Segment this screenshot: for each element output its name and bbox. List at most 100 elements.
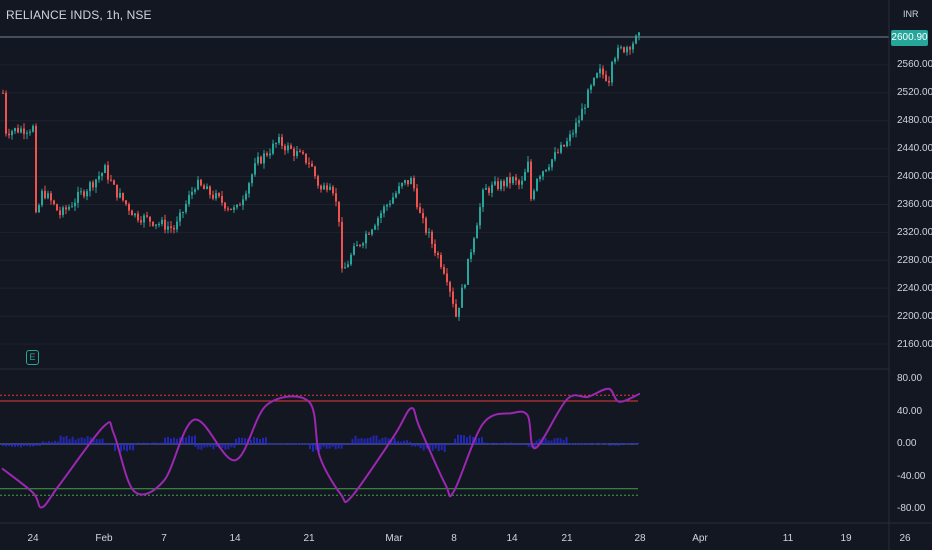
histogram-bar xyxy=(167,436,169,444)
candle-body xyxy=(290,145,292,149)
histogram-bar xyxy=(206,444,209,448)
histogram-bar xyxy=(200,444,203,450)
histogram-bar xyxy=(593,443,596,445)
histogram-bar xyxy=(400,441,402,444)
candle-body xyxy=(110,179,112,181)
histogram-bar xyxy=(68,439,71,444)
histogram-bar xyxy=(104,444,106,445)
histogram-bar xyxy=(176,438,178,444)
histogram-bar xyxy=(454,438,456,444)
candle-body xyxy=(20,128,22,133)
candle-body xyxy=(44,190,46,199)
candle-body xyxy=(65,207,67,210)
candle-body xyxy=(212,194,214,199)
histogram-bar xyxy=(369,437,372,444)
candle-body xyxy=(95,179,97,188)
histogram-bar xyxy=(394,440,396,444)
candle-body xyxy=(272,143,274,154)
candle-body xyxy=(449,282,451,292)
histogram-bar xyxy=(582,443,584,445)
candle-body xyxy=(230,208,232,210)
histogram-bar xyxy=(20,444,22,448)
candle-body xyxy=(218,193,220,197)
histogram-bar xyxy=(573,443,575,445)
oscillator-tick-label: -80.00 xyxy=(897,503,926,514)
histogram-bar xyxy=(625,443,628,445)
histogram-bar xyxy=(233,444,236,448)
histogram-bar xyxy=(363,438,366,444)
histogram-bar xyxy=(41,441,44,444)
histogram-bar xyxy=(164,437,166,444)
time-tick-label: 8 xyxy=(451,533,457,544)
candle-body xyxy=(611,61,613,83)
candle-body xyxy=(137,213,139,221)
histogram-bar xyxy=(275,443,278,445)
earnings-icon[interactable]: E xyxy=(26,350,39,365)
candle-body xyxy=(446,273,448,283)
candle-body xyxy=(311,163,313,167)
histogram-bar xyxy=(203,444,206,448)
candle-body xyxy=(410,177,412,185)
histogram-bar xyxy=(269,443,272,445)
histogram-bar xyxy=(299,443,302,445)
candle-body xyxy=(362,243,364,246)
candle-body xyxy=(80,191,82,193)
candle-body xyxy=(638,32,640,36)
histogram-bar xyxy=(334,444,337,450)
candle-body xyxy=(263,153,265,164)
oscillator-tick-label: 0.00 xyxy=(897,438,917,449)
histogram-bar xyxy=(419,444,422,449)
histogram-bar xyxy=(319,444,322,450)
symbol-title[interactable]: RELIANCE INDS, 1h, NSE xyxy=(6,8,152,22)
histogram-bar xyxy=(155,442,157,444)
candle-body xyxy=(503,181,505,187)
histogram-bar xyxy=(29,444,31,447)
histogram-bar xyxy=(340,444,343,445)
histogram-bar xyxy=(33,444,35,446)
histogram-bar xyxy=(71,436,74,444)
candle-body xyxy=(593,77,595,86)
price-tick-label: 2200.00 xyxy=(897,311,932,322)
candle-body xyxy=(509,177,511,184)
histogram-bar xyxy=(188,435,190,444)
candle-body xyxy=(626,47,628,53)
histogram-bar xyxy=(137,442,139,444)
histogram-bar xyxy=(256,438,258,444)
histogram-bar xyxy=(305,443,308,445)
candle-body xyxy=(227,208,229,210)
candle-body xyxy=(188,195,190,204)
histogram-bar xyxy=(325,444,328,449)
histogram-bar xyxy=(39,444,41,446)
histogram-bar xyxy=(346,444,349,445)
time-tick-label: 14 xyxy=(229,533,241,544)
candle-body xyxy=(545,169,547,172)
histogram-bar xyxy=(328,444,331,449)
time-tick-label: 28 xyxy=(634,533,646,544)
histogram-bar xyxy=(194,444,197,448)
candle-body xyxy=(305,153,307,163)
histogram-bar xyxy=(637,442,640,444)
histogram-bar xyxy=(576,443,578,445)
candle-body xyxy=(74,202,76,207)
histogram-bar xyxy=(265,437,267,444)
candle-body xyxy=(479,207,481,226)
candle-body xyxy=(401,182,403,187)
histogram-bar xyxy=(266,443,269,445)
histogram-bar xyxy=(173,437,175,444)
histogram-bar xyxy=(524,444,526,445)
histogram-bar xyxy=(375,435,378,444)
histogram-bar xyxy=(559,438,562,444)
candle-body xyxy=(314,166,316,177)
candle-body xyxy=(245,193,247,200)
oscillator-tick-label: 40.00 xyxy=(897,406,923,417)
histogram-bar xyxy=(146,442,148,444)
candle-body xyxy=(476,225,478,239)
candle-body xyxy=(428,231,430,233)
candle-body xyxy=(494,181,496,185)
candle-body xyxy=(299,151,301,153)
candle-body xyxy=(116,184,118,198)
histogram-bar xyxy=(83,438,86,444)
histogram-bar xyxy=(372,435,375,444)
candle-body xyxy=(200,179,202,186)
